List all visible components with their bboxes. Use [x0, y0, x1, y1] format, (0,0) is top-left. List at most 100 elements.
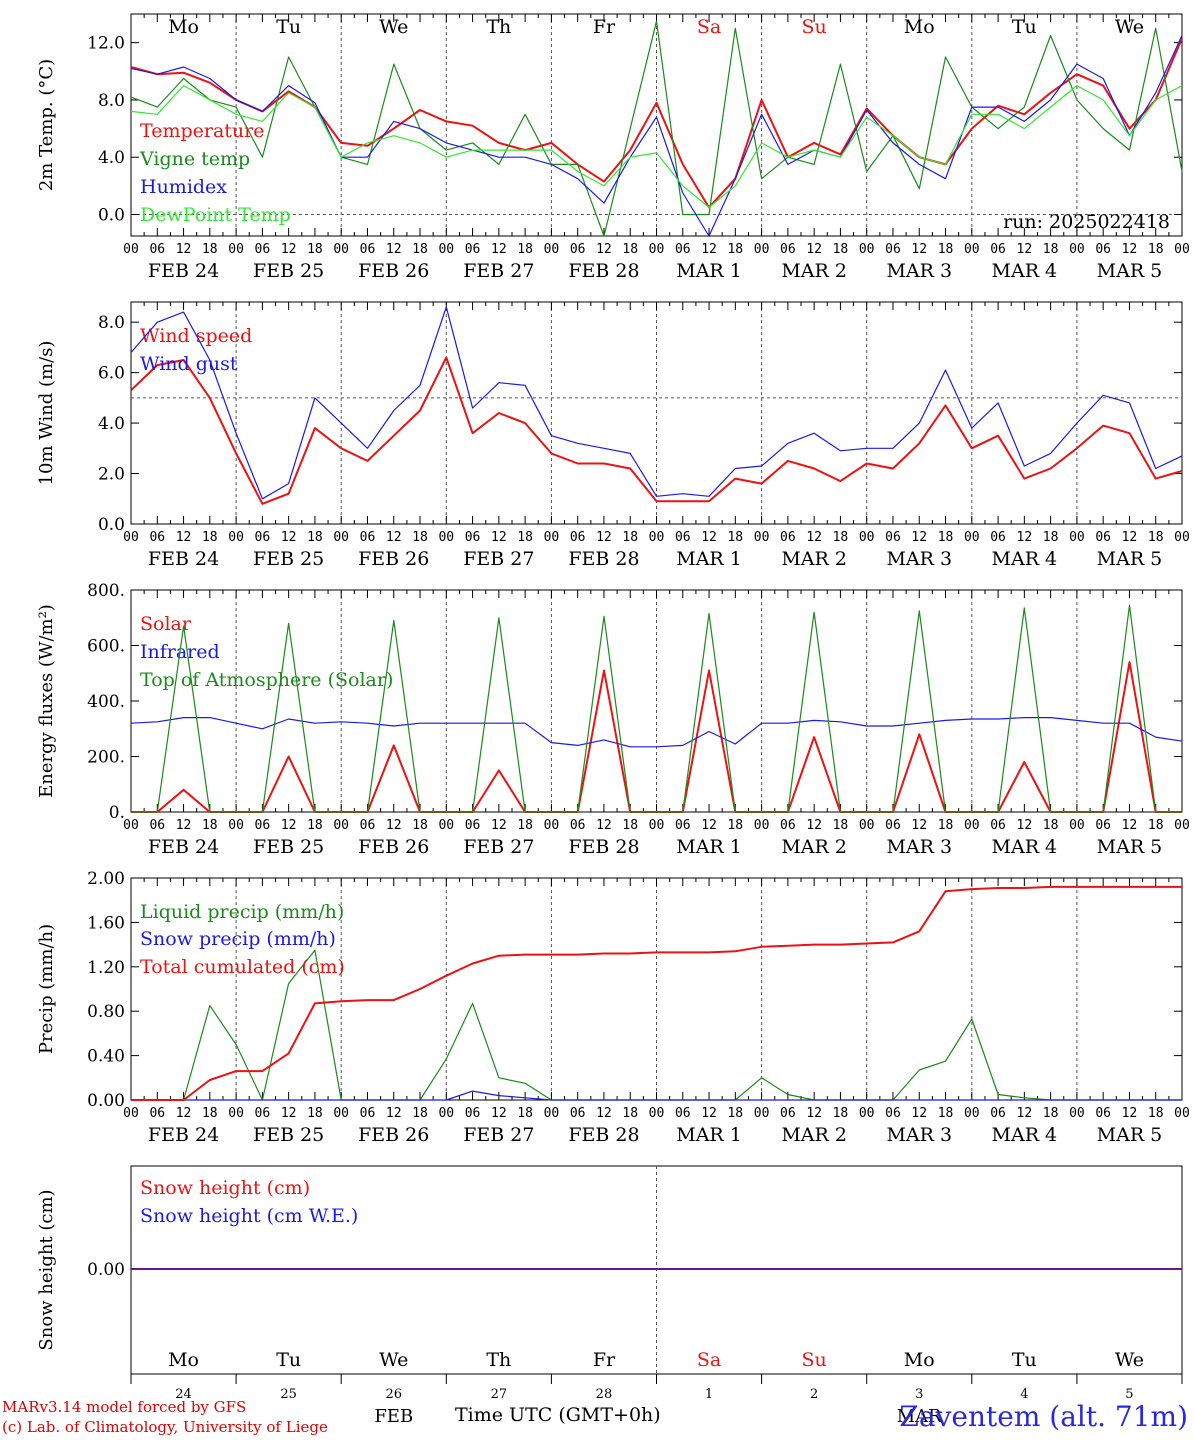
- y-tick-label: 800.: [87, 581, 125, 601]
- x-hour-label: 00: [544, 242, 560, 257]
- x-date-label: MAR 1: [676, 548, 742, 570]
- x-hour-label: 18: [833, 1106, 849, 1121]
- x-hour-label: 06: [360, 1106, 376, 1121]
- x-hour-label: 00: [228, 818, 244, 833]
- x-hour-label: 12: [176, 530, 192, 545]
- x-hour-label: 12: [491, 530, 507, 545]
- x-hour-label: 00: [544, 1106, 560, 1121]
- x-hour-label: 12: [1122, 818, 1138, 833]
- weekday-label: Tu: [1012, 1349, 1037, 1371]
- x-day-number: 25: [280, 1387, 297, 1402]
- run-label: run: 2025022418: [1003, 211, 1170, 233]
- x-hour-label: 06: [255, 1106, 271, 1121]
- x-date-label: FEB 24: [148, 548, 219, 570]
- x-hour-label: 12: [386, 242, 402, 257]
- x-date-label: FEB 28: [568, 260, 639, 282]
- x-hour-label: 18: [938, 818, 954, 833]
- x-hour-label: 06: [1095, 242, 1111, 257]
- x-hour-label: 00: [123, 1106, 139, 1121]
- x-hour-label: 00: [333, 1106, 349, 1121]
- x-hour-label: 06: [465, 242, 481, 257]
- y-tick-label: 4.0: [98, 148, 125, 168]
- x-hour-label: 00: [964, 530, 980, 545]
- x-axis-title: Time UTC (GMT+0h): [455, 1404, 661, 1426]
- x-hour-label: 12: [806, 1106, 822, 1121]
- x-hour-label: 18: [1148, 1106, 1164, 1121]
- legend-entry: Temperature: [140, 120, 264, 142]
- x-hour-label: 00: [438, 1106, 454, 1121]
- x-date-label: FEB 26: [358, 1124, 429, 1146]
- x-hour-label: 00: [1174, 1106, 1190, 1121]
- x-hour-label: 18: [1043, 1106, 1059, 1121]
- x-hour-label: 18: [1043, 818, 1059, 833]
- y-tick-label: 8.0: [98, 313, 125, 333]
- x-hour-label: 18: [938, 530, 954, 545]
- x-hour-label: 00: [964, 818, 980, 833]
- series-line: [130, 716, 1183, 748]
- x-hour-label: 00: [123, 530, 139, 545]
- y-tick-label: 0.: [109, 803, 125, 823]
- x-hour-label: 12: [1017, 818, 1033, 833]
- x-month-label: FEB: [374, 1406, 413, 1427]
- x-date-label: MAR 1: [676, 1124, 742, 1146]
- x-hour-label: 12: [1122, 242, 1138, 257]
- x-date-label: MAR 5: [1097, 260, 1163, 282]
- x-hour-label: 06: [990, 818, 1006, 833]
- x-day-number: 1: [705, 1387, 713, 1402]
- x-date-label: FEB 26: [358, 836, 429, 858]
- legend-entry: Liquid precip (mm/h): [140, 901, 344, 923]
- x-hour-label: 06: [149, 1106, 165, 1121]
- x-hour-label: 12: [701, 242, 717, 257]
- x-hour-label: 06: [885, 530, 901, 545]
- model-credit: MARv3.14 model forced by GFS: [2, 1398, 247, 1416]
- x-hour-label: 18: [202, 530, 218, 545]
- x-hour-label: 00: [754, 1106, 770, 1121]
- x-hour-label: 00: [123, 818, 139, 833]
- x-date-label: MAR 1: [676, 260, 742, 282]
- x-hour-label: 00: [228, 1106, 244, 1121]
- x-date-label: MAR 4: [992, 548, 1058, 570]
- x-hour-label: 18: [727, 242, 743, 257]
- x-hour-label: 06: [990, 530, 1006, 545]
- x-date-label: MAR 1: [676, 836, 742, 858]
- x-hour-label: 18: [307, 242, 323, 257]
- x-hour-label: 00: [754, 242, 770, 257]
- x-hour-label: 06: [990, 242, 1006, 257]
- x-hour-label: 18: [307, 818, 323, 833]
- x-hour-label: 06: [780, 242, 796, 257]
- x-hour-label: 06: [570, 242, 586, 257]
- x-hour-label: 00: [123, 242, 139, 257]
- x-day-number: 3: [915, 1387, 923, 1402]
- x-hour-label: 00: [859, 530, 875, 545]
- x-day-number: 28: [596, 1387, 613, 1402]
- x-hour-label: 06: [149, 530, 165, 545]
- series-line: [130, 306, 1183, 500]
- x-hour-label: 06: [570, 818, 586, 833]
- x-hour-label: 00: [1069, 242, 1085, 257]
- x-hour-label: 00: [544, 530, 560, 545]
- x-hour-label: 06: [360, 242, 376, 257]
- x-hour-label: 06: [885, 818, 901, 833]
- x-hour-label: 12: [701, 530, 717, 545]
- x-date-label: MAR 2: [781, 260, 847, 282]
- y-tick-label: 0.80: [87, 1002, 125, 1022]
- x-hour-label: 06: [780, 1106, 796, 1121]
- y-tick-label: 1.60: [87, 913, 125, 933]
- weekday-label: Mo: [168, 1349, 199, 1371]
- legend-entry: Humidex: [140, 176, 227, 198]
- x-hour-label: 12: [911, 1106, 927, 1121]
- x-hour-label: 06: [465, 1106, 481, 1121]
- series-line: [130, 35, 1183, 237]
- x-hour-label: 18: [1043, 242, 1059, 257]
- x-hour-label: 06: [570, 1106, 586, 1121]
- x-hour-label: 00: [438, 530, 454, 545]
- x-hour-label: 12: [1122, 1106, 1138, 1121]
- x-hour-label: 12: [176, 242, 192, 257]
- x-date-label: MAR 4: [992, 260, 1058, 282]
- x-hour-label: 18: [938, 242, 954, 257]
- x-hour-label: 06: [465, 530, 481, 545]
- x-hour-label: 12: [1017, 530, 1033, 545]
- x-hour-label: 00: [754, 818, 770, 833]
- legend-entry: Top of Atmosphere (Solar): [140, 669, 393, 691]
- x-hour-label: 06: [255, 242, 271, 257]
